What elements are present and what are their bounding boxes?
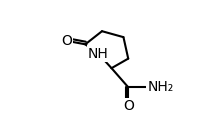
Text: O: O — [61, 34, 72, 48]
Text: O: O — [123, 99, 134, 113]
Text: NH₂: NH₂ — [147, 80, 174, 94]
Text: NH: NH — [88, 47, 109, 61]
